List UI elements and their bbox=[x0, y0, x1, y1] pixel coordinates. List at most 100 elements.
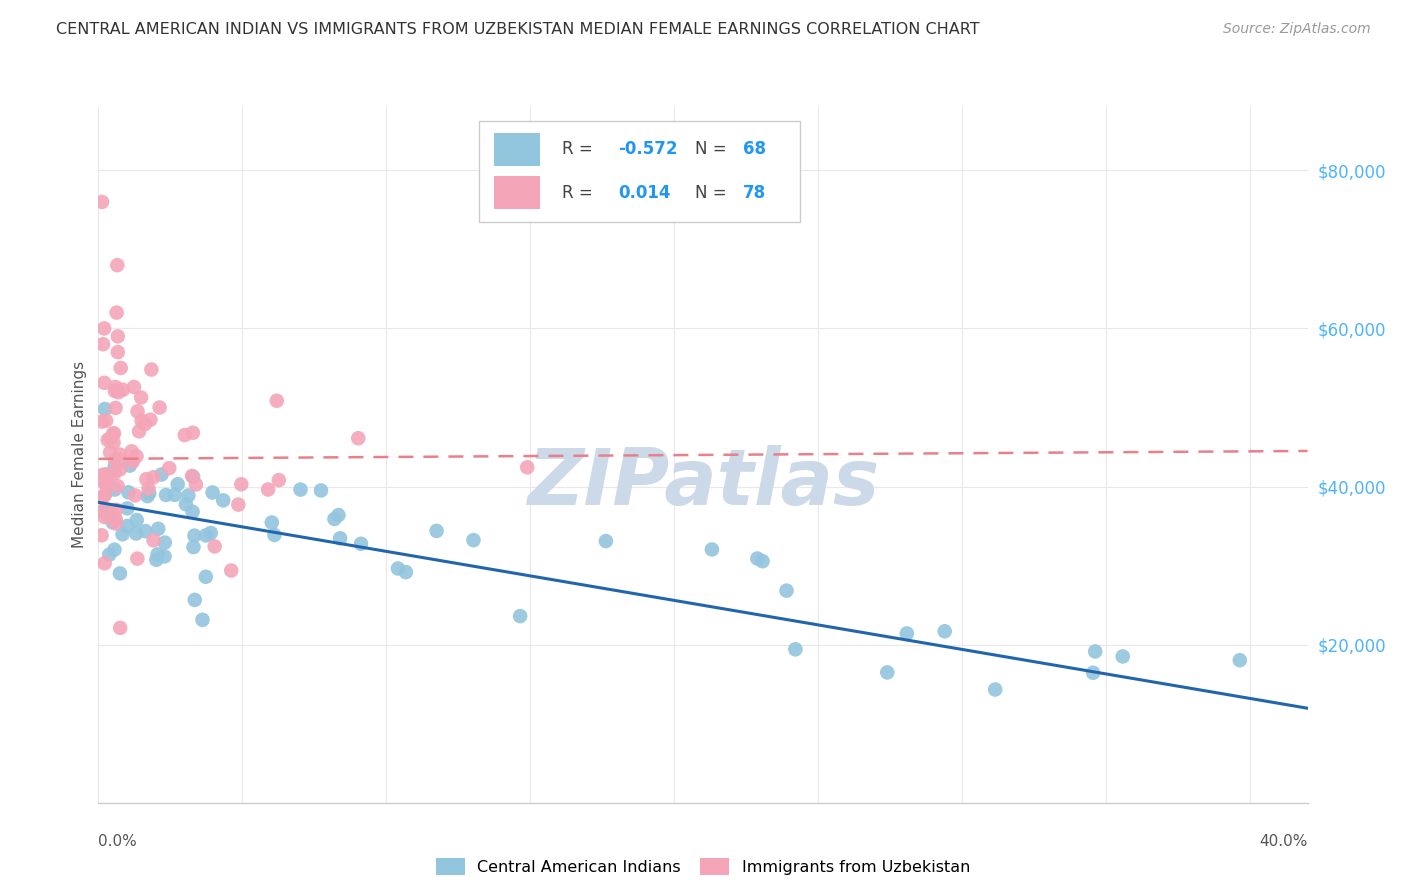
Point bbox=[96, 414, 118, 428]
Point bbox=[128, 425, 150, 439]
Text: 0.014: 0.014 bbox=[619, 184, 671, 202]
Point bbox=[104, 453, 127, 467]
Point bbox=[139, 413, 162, 427]
Point bbox=[91, 503, 114, 517]
Point bbox=[219, 564, 242, 578]
Point bbox=[136, 489, 159, 503]
Point bbox=[141, 362, 163, 376]
Point bbox=[98, 470, 121, 484]
Point bbox=[117, 519, 139, 533]
Point bbox=[96, 477, 118, 491]
Point bbox=[94, 402, 117, 417]
Point bbox=[98, 432, 121, 446]
Point bbox=[107, 329, 129, 343]
Point bbox=[104, 384, 127, 398]
Point bbox=[181, 425, 204, 440]
Point bbox=[94, 488, 117, 502]
Point bbox=[163, 488, 186, 502]
Point bbox=[323, 512, 346, 526]
Point bbox=[108, 448, 131, 462]
Point bbox=[91, 415, 114, 429]
Point bbox=[166, 477, 188, 491]
Point bbox=[93, 321, 115, 335]
Point bbox=[111, 383, 134, 397]
Point bbox=[108, 462, 131, 476]
Point bbox=[181, 470, 204, 484]
Point bbox=[107, 345, 129, 359]
Point bbox=[104, 401, 127, 415]
Point bbox=[350, 537, 373, 551]
Point bbox=[328, 508, 350, 522]
Point bbox=[101, 427, 124, 442]
Point bbox=[257, 483, 280, 497]
Point bbox=[103, 435, 125, 450]
Y-axis label: Median Female Earnings: Median Female Earnings bbox=[72, 361, 87, 549]
Point bbox=[149, 401, 172, 415]
Point bbox=[105, 258, 128, 272]
Point bbox=[103, 542, 125, 557]
Point bbox=[91, 194, 114, 209]
Point bbox=[142, 533, 165, 548]
Point bbox=[153, 549, 176, 564]
Point bbox=[103, 426, 125, 441]
Text: N =: N = bbox=[695, 140, 731, 159]
Point bbox=[157, 461, 180, 475]
Point bbox=[107, 479, 129, 493]
Point bbox=[118, 458, 141, 473]
Point bbox=[104, 516, 127, 531]
Point bbox=[129, 391, 152, 405]
Point bbox=[108, 566, 131, 581]
Point bbox=[104, 380, 127, 394]
Point bbox=[105, 502, 128, 516]
Point bbox=[516, 460, 538, 475]
Point bbox=[263, 528, 285, 542]
Point bbox=[184, 477, 207, 491]
Point bbox=[266, 393, 288, 408]
Point bbox=[125, 513, 148, 527]
Text: -0.572: -0.572 bbox=[619, 140, 678, 159]
Text: CENTRAL AMERICAN INDIAN VS IMMIGRANTS FROM UZBEKISTAN MEDIAN FEMALE EARNINGS COR: CENTRAL AMERICAN INDIAN VS IMMIGRANTS FR… bbox=[56, 22, 980, 37]
Point bbox=[194, 528, 217, 542]
Point bbox=[260, 516, 283, 530]
Point bbox=[231, 477, 253, 491]
Point bbox=[135, 472, 157, 486]
Point bbox=[173, 428, 195, 442]
Point bbox=[93, 556, 115, 570]
Point bbox=[201, 485, 224, 500]
Point bbox=[775, 583, 797, 598]
Text: N =: N = bbox=[695, 184, 731, 202]
Point bbox=[1084, 644, 1107, 658]
Point bbox=[121, 454, 143, 468]
Point bbox=[181, 505, 204, 519]
Point bbox=[134, 417, 156, 431]
Point bbox=[98, 470, 121, 484]
Bar bbox=[494, 176, 540, 210]
Point bbox=[309, 483, 332, 498]
Point bbox=[153, 535, 176, 549]
Point bbox=[104, 512, 127, 526]
Point bbox=[98, 548, 121, 562]
Point bbox=[104, 460, 127, 475]
Point bbox=[125, 449, 148, 463]
Point bbox=[91, 337, 114, 351]
Point bbox=[138, 482, 160, 496]
Point bbox=[94, 503, 117, 517]
Point bbox=[90, 528, 112, 542]
Point bbox=[183, 528, 205, 542]
Point bbox=[184, 593, 207, 607]
Legend: Central American Indians, Immigrants from Uzbekistan: Central American Indians, Immigrants fro… bbox=[436, 858, 970, 875]
Text: Source: ZipAtlas.com: Source: ZipAtlas.com bbox=[1223, 22, 1371, 37]
Point bbox=[93, 376, 115, 390]
Point bbox=[751, 554, 773, 568]
Point bbox=[700, 542, 723, 557]
Point bbox=[117, 485, 139, 500]
Point bbox=[110, 453, 132, 467]
FancyBboxPatch shape bbox=[479, 121, 800, 222]
Point bbox=[97, 433, 120, 447]
Point bbox=[200, 526, 222, 541]
Point bbox=[121, 444, 143, 458]
Point bbox=[97, 508, 120, 523]
Point bbox=[93, 490, 115, 504]
Point bbox=[984, 682, 1007, 697]
Point bbox=[212, 493, 235, 508]
